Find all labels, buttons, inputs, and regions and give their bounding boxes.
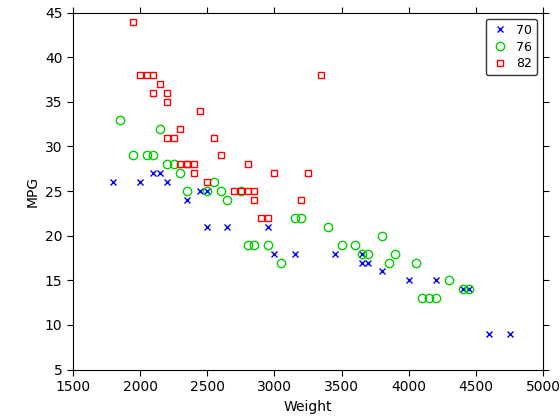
82: [271, 171, 278, 176]
82: [251, 189, 258, 194]
70: [379, 269, 385, 274]
76: [352, 242, 358, 247]
76: [278, 260, 284, 265]
70: [157, 171, 164, 176]
70: [486, 331, 493, 336]
70: [204, 189, 211, 194]
70: [204, 224, 211, 229]
76: [204, 189, 211, 194]
Line: 76: 76: [116, 116, 473, 302]
82: [157, 81, 164, 87]
82: [170, 135, 177, 140]
Line: 70: 70: [110, 170, 513, 337]
76: [291, 215, 298, 220]
82: [164, 135, 170, 140]
70: [466, 287, 473, 292]
82: [251, 197, 258, 202]
70: [150, 171, 157, 176]
70: [184, 197, 190, 202]
82: [231, 189, 237, 194]
76: [170, 162, 177, 167]
76: [432, 296, 439, 301]
76: [392, 251, 399, 256]
76: [244, 242, 251, 247]
76: [446, 278, 452, 283]
70: [432, 278, 439, 283]
76: [338, 242, 345, 247]
76: [130, 153, 137, 158]
82: [237, 189, 244, 194]
70: [332, 251, 338, 256]
70: [271, 251, 278, 256]
82: [150, 90, 157, 95]
82: [164, 90, 170, 95]
82: [137, 73, 143, 78]
82: [190, 171, 197, 176]
70: [164, 180, 170, 185]
76: [143, 153, 150, 158]
82: [217, 153, 224, 158]
82: [244, 189, 251, 194]
70: [365, 260, 372, 265]
82: [184, 162, 190, 167]
X-axis label: Weight: Weight: [284, 399, 332, 414]
Line: 82: 82: [130, 18, 325, 221]
82: [190, 162, 197, 167]
70: [405, 278, 412, 283]
82: [318, 73, 325, 78]
70: [358, 260, 365, 265]
76: [116, 117, 123, 122]
70: [110, 180, 116, 185]
76: [211, 180, 217, 185]
Y-axis label: MPG: MPG: [25, 176, 39, 207]
Legend: 70, 76, 82: 70, 76, 82: [486, 19, 537, 75]
82: [244, 162, 251, 167]
76: [325, 224, 332, 229]
76: [177, 171, 184, 176]
76: [184, 189, 190, 194]
76: [164, 162, 170, 167]
76: [466, 287, 473, 292]
70: [137, 180, 143, 185]
70: [358, 251, 365, 256]
82: [264, 215, 271, 220]
76: [365, 251, 372, 256]
76: [150, 153, 157, 158]
76: [426, 296, 432, 301]
70: [506, 331, 513, 336]
82: [177, 162, 184, 167]
76: [251, 242, 258, 247]
82: [184, 162, 190, 167]
82: [204, 180, 211, 185]
76: [379, 233, 385, 238]
82: [164, 99, 170, 104]
82: [211, 135, 217, 140]
70: [459, 287, 466, 292]
82: [305, 171, 311, 176]
82: [197, 108, 204, 113]
76: [157, 126, 164, 131]
82: [298, 197, 305, 202]
82: [130, 19, 137, 24]
76: [217, 189, 224, 194]
76: [224, 197, 231, 202]
70: [197, 189, 204, 194]
82: [150, 73, 157, 78]
76: [237, 189, 244, 194]
76: [459, 287, 466, 292]
82: [177, 126, 184, 131]
76: [412, 260, 419, 265]
76: [385, 260, 392, 265]
82: [258, 215, 264, 220]
76: [358, 251, 365, 256]
82: [143, 73, 150, 78]
70: [264, 224, 271, 229]
70: [291, 251, 298, 256]
76: [419, 296, 426, 301]
76: [264, 242, 271, 247]
70: [224, 224, 231, 229]
76: [298, 215, 305, 220]
